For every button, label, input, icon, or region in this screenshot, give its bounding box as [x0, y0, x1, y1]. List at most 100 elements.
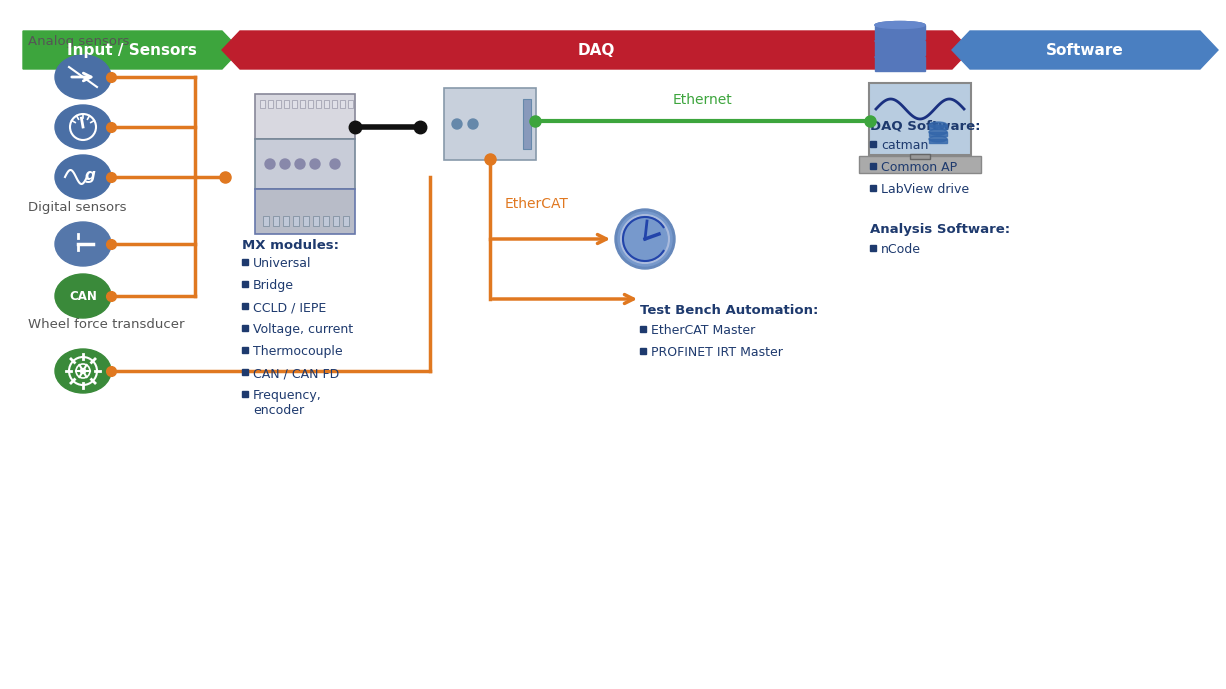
- Bar: [322, 216, 329, 226]
- Bar: [273, 216, 280, 226]
- Bar: [870, 163, 877, 169]
- Bar: [875, 25, 924, 39]
- Bar: [340, 100, 345, 108]
- Ellipse shape: [875, 21, 924, 28]
- Text: CAN: CAN: [69, 289, 97, 302]
- Text: DAQ: DAQ: [577, 43, 614, 57]
- Bar: [875, 57, 924, 71]
- Bar: [929, 125, 946, 129]
- Text: EtherCAT: EtherCAT: [505, 197, 569, 211]
- Bar: [333, 216, 340, 226]
- Bar: [870, 245, 877, 251]
- FancyBboxPatch shape: [859, 156, 981, 173]
- Bar: [308, 100, 313, 108]
- Text: Voltage, current: Voltage, current: [253, 323, 353, 336]
- Text: Input / Sensors: Input / Sensors: [66, 43, 196, 57]
- Bar: [343, 216, 349, 226]
- Bar: [640, 348, 646, 354]
- Bar: [870, 185, 877, 191]
- Bar: [268, 100, 273, 108]
- Bar: [348, 100, 353, 108]
- FancyBboxPatch shape: [444, 88, 536, 160]
- Bar: [242, 391, 248, 397]
- Ellipse shape: [55, 222, 112, 266]
- Bar: [242, 303, 248, 309]
- Text: Common AP: Common AP: [881, 161, 958, 174]
- Bar: [303, 216, 309, 226]
- Text: MX modules:: MX modules:: [242, 239, 340, 252]
- Bar: [300, 100, 305, 108]
- Ellipse shape: [875, 37, 924, 45]
- Bar: [929, 139, 946, 143]
- Circle shape: [81, 369, 86, 373]
- Bar: [276, 100, 281, 108]
- Text: Analog sensors: Analog sensors: [28, 35, 130, 48]
- Circle shape: [330, 159, 340, 169]
- Bar: [875, 41, 924, 55]
- Bar: [242, 281, 248, 287]
- Polygon shape: [953, 31, 1217, 69]
- Text: Test Bench Automation:: Test Bench Automation:: [640, 304, 819, 317]
- Bar: [242, 369, 248, 375]
- Bar: [524, 99, 531, 149]
- Bar: [316, 100, 321, 108]
- Ellipse shape: [929, 136, 946, 142]
- Bar: [260, 100, 265, 108]
- Bar: [293, 216, 299, 226]
- Text: g: g: [85, 167, 96, 183]
- Text: Thermocouple: Thermocouple: [253, 345, 342, 358]
- Circle shape: [280, 159, 291, 169]
- Text: nCode: nCode: [881, 243, 921, 256]
- Bar: [242, 347, 248, 353]
- Ellipse shape: [875, 21, 924, 28]
- Text: Digital sensors: Digital sensors: [28, 201, 126, 214]
- Text: Software: Software: [1046, 43, 1124, 57]
- Ellipse shape: [929, 129, 946, 135]
- Bar: [292, 100, 297, 108]
- Bar: [640, 326, 646, 332]
- Circle shape: [618, 212, 672, 266]
- Circle shape: [265, 159, 275, 169]
- Bar: [332, 100, 337, 108]
- Ellipse shape: [875, 54, 924, 61]
- Text: Ethernet: Ethernet: [673, 93, 732, 107]
- Text: LabView drive: LabView drive: [881, 183, 969, 196]
- Ellipse shape: [55, 105, 112, 149]
- FancyBboxPatch shape: [255, 94, 356, 139]
- Bar: [313, 216, 319, 226]
- Ellipse shape: [55, 274, 112, 318]
- Text: Bridge: Bridge: [253, 279, 294, 292]
- Bar: [324, 100, 329, 108]
- Bar: [284, 100, 289, 108]
- FancyBboxPatch shape: [869, 83, 971, 155]
- Text: Wheel force transducer: Wheel force transducer: [28, 318, 184, 331]
- Bar: [929, 132, 946, 136]
- Text: DAQ Software:: DAQ Software:: [870, 119, 981, 132]
- Bar: [242, 259, 248, 265]
- Ellipse shape: [55, 349, 112, 393]
- Circle shape: [295, 159, 305, 169]
- Bar: [264, 216, 268, 226]
- Text: Universal: Universal: [253, 257, 311, 270]
- Ellipse shape: [55, 155, 112, 199]
- Circle shape: [310, 159, 320, 169]
- FancyBboxPatch shape: [255, 189, 356, 234]
- Bar: [870, 141, 877, 147]
- Text: catman: catman: [881, 139, 928, 152]
- Text: EtherCAT Master: EtherCAT Master: [651, 324, 755, 337]
- Polygon shape: [222, 31, 970, 69]
- Text: PROFINET IRT Master: PROFINET IRT Master: [651, 346, 783, 359]
- Text: CCLD / IEPE: CCLD / IEPE: [253, 301, 326, 314]
- Bar: [910, 154, 931, 159]
- Ellipse shape: [929, 122, 946, 128]
- Ellipse shape: [55, 55, 112, 99]
- Text: Analysis Software:: Analysis Software:: [870, 223, 1010, 236]
- Bar: [283, 216, 289, 226]
- Circle shape: [615, 209, 676, 269]
- Circle shape: [452, 119, 462, 129]
- Text: Frequency,
encoder: Frequency, encoder: [253, 389, 321, 417]
- FancyBboxPatch shape: [255, 139, 356, 189]
- Text: CAN / CAN FD: CAN / CAN FD: [253, 367, 340, 380]
- Polygon shape: [23, 31, 240, 69]
- Circle shape: [468, 119, 478, 129]
